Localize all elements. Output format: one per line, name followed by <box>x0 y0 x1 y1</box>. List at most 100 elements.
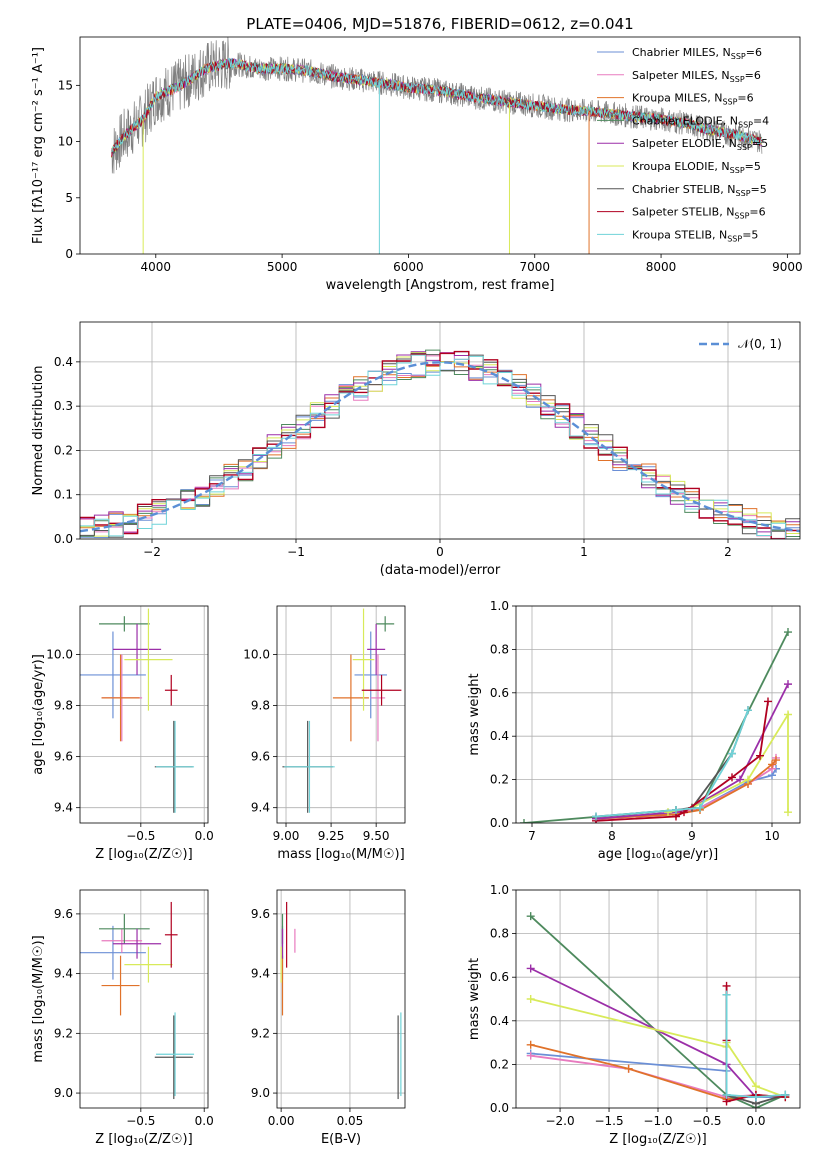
x-tick-label: 10 <box>764 829 779 843</box>
histogram-series <box>80 354 800 539</box>
errorbar-point <box>156 720 195 813</box>
data-marker <box>526 912 535 921</box>
y-axis-label: mass [log₁₀(M/M☉)] <box>31 935 46 1062</box>
legend-label: Kroupa STELIB, NSSP=5 <box>632 228 758 243</box>
x-axis-label: (data-model)/error <box>380 563 501 578</box>
errorbar-point <box>370 654 386 742</box>
y-tick-label: 5 <box>65 191 73 205</box>
axes-frame <box>79 605 209 824</box>
y-tick-label: 9.2 <box>251 1026 270 1040</box>
errorbar-point <box>164 901 178 968</box>
errorbar-point <box>284 720 335 813</box>
x-tick-label: −1 <box>287 545 305 559</box>
y-tick-label: 1.0 <box>490 883 509 897</box>
legend-label: Salpeter ELODIE, NSSP=5 <box>632 137 768 152</box>
y-tick-label: 0.0 <box>490 1101 509 1115</box>
legend-entry: Salpeter ELODIE, NSSP=5 <box>597 137 768 152</box>
data-marker <box>764 697 772 706</box>
legend-entry: Salpeter MILES, NSSP=6 <box>597 69 761 84</box>
x-tick-label: 5000 <box>267 260 298 274</box>
x-axis-label: E(B-V) <box>321 1132 361 1147</box>
y-tick-label: 0.0 <box>54 532 73 546</box>
panel-4: 7 8 9 10 0.0 0.2 0.4 0.6 0.8 1.0 age [log₁₀(age/yr… <box>467 599 801 862</box>
axes-frame <box>79 889 209 1109</box>
panel-3: 9.00 9.25 9.50 9.4 9.6 9.8 10.0 mass [log₁₀(M/M… <box>243 605 406 862</box>
legend-entry: Chabrier STELIB, NSSP=5 <box>597 183 767 198</box>
x-tick-label: −0.5 <box>126 1114 155 1128</box>
axes-frame <box>515 605 801 824</box>
errorbar-point <box>101 654 140 742</box>
errorbar-point <box>332 654 369 742</box>
legend-label: 𝒩(0, 1) <box>738 337 782 351</box>
plot-area <box>80 608 195 813</box>
data-marker <box>526 1040 535 1049</box>
y-tick-label: 1.0 <box>490 599 509 613</box>
y-tick-label: 9.0 <box>251 1086 270 1100</box>
y-tick-label: 9.8 <box>54 699 73 713</box>
panel-5: −0.5 0.0 9.0 9.2 9.4 9.6 Z [log₁₀(Z/Z☉)] mass [… <box>31 889 214 1147</box>
errorbar-point <box>156 1012 195 1097</box>
legend-label: Chabrier ELODIE, NSSP=4 <box>632 114 769 129</box>
panel-6: 0.00 0.05 9.0 9.2 9.4 9.6 E(B-V) <box>251 889 406 1147</box>
x-tick-label: −1.5 <box>594 1114 623 1128</box>
data-marker <box>696 803 704 812</box>
data-marker <box>784 808 792 817</box>
legend-entry: Chabrier ELODIE, NSSP=4 <box>597 114 769 129</box>
errorbar-point <box>352 608 375 711</box>
x-tick-label: 7000 <box>519 260 550 274</box>
data-marker <box>736 775 744 784</box>
y-tick-label: 0.2 <box>54 443 73 457</box>
data-marker <box>728 749 736 758</box>
data-marker <box>722 1090 731 1099</box>
x-tick-label: 8 <box>608 829 616 843</box>
errorbar-point <box>367 623 386 675</box>
y-tick-label: 9.4 <box>54 801 73 815</box>
axes-frame <box>276 605 406 824</box>
errorbar-point <box>124 946 173 983</box>
x-tick-label: 9.00 <box>273 829 300 843</box>
y-tick-label: 9.8 <box>251 699 270 713</box>
errorbar-point <box>124 608 173 711</box>
y-axis-label: age [log₁₀(age/yr)] <box>31 654 46 775</box>
y-axis-label: Flux [fλ10⁻¹⁷ erg cm⁻² s⁻¹ A⁻¹] <box>31 47 46 244</box>
data-marker <box>784 710 792 719</box>
data-marker <box>624 1064 633 1073</box>
x-tick-label: 0.05 <box>337 1114 364 1128</box>
legend-entry: Salpeter STELIB, NSSP=6 <box>597 206 766 221</box>
x-axis-label: Z [log₁₀(Z/Z☉)] <box>95 1132 192 1147</box>
x-tick-label: 0.0 <box>746 1114 765 1128</box>
y-axis-label: Normed distribution <box>31 366 46 496</box>
y-tick-label: 10.0 <box>243 648 270 662</box>
errorbar-point <box>112 928 162 959</box>
plot-area <box>111 37 763 254</box>
panel-2: −0.5 0.0 9.4 9.6 9.8 10.0 Z [log₁₀(Z/Z☉)] age [… <box>31 605 214 862</box>
x-tick-label: 0.0 <box>195 829 214 843</box>
figure-title: PLATE=0406, MJD=51876, FIBERID=0612, z=0… <box>246 15 633 33</box>
mass-weight-series <box>667 711 789 813</box>
mass-weight-series <box>530 915 786 1108</box>
y-tick-label: 9.4 <box>251 801 270 815</box>
data-marker <box>772 756 780 765</box>
x-tick-label: −0.5 <box>126 829 155 843</box>
mass-weight-series <box>523 631 789 823</box>
y-tick-label: 0.2 <box>490 773 509 787</box>
x-tick-label: 4000 <box>141 260 172 274</box>
x-tick-label: 9000 <box>772 260 803 274</box>
legend-entry: Kroupa STELIB, NSSP=5 <box>597 228 758 243</box>
data-marker <box>744 706 752 715</box>
y-tick-label: 9.6 <box>251 907 270 921</box>
panel-7: −2.0 −1.5 −1.0 −0.5 0.0 0.0 0.2 0.4 0.6 0.8 1.0 Z [… <box>467 883 801 1147</box>
axes-frame <box>79 36 801 255</box>
data-marker <box>520 819 528 823</box>
errorbar-point <box>112 623 162 675</box>
x-tick-label: −0.5 <box>692 1114 721 1128</box>
data-marker <box>756 751 764 760</box>
data-marker <box>781 1090 790 1099</box>
y-tick-label: 0.1 <box>54 488 73 502</box>
legend-label: Kroupa MILES, NSSP=6 <box>632 92 754 107</box>
x-tick-label: −1.0 <box>643 1114 672 1128</box>
legend-label: Chabrier MILES, NSSP=6 <box>632 46 762 61</box>
y-tick-label: 9.4 <box>54 967 73 981</box>
errorbar-point <box>80 925 146 980</box>
